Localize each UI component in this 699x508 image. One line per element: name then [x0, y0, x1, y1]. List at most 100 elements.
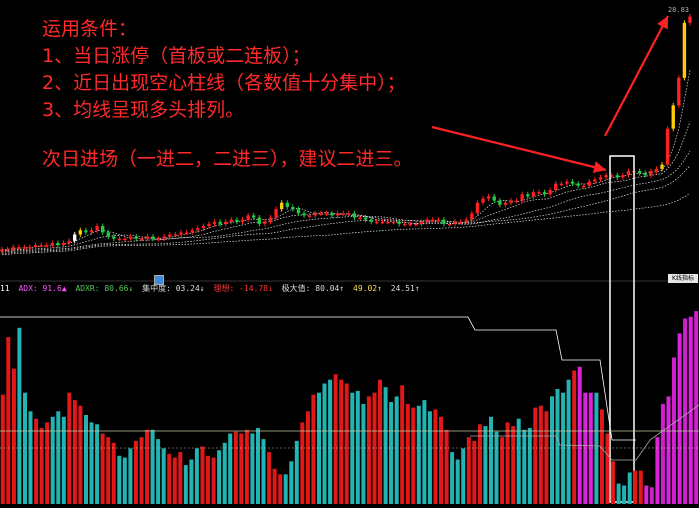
- indicator-bar: [599, 409, 604, 504]
- indicator-bar: [583, 392, 588, 504]
- candle-body: [626, 170, 631, 176]
- candle-body: [391, 221, 396, 224]
- indicator-bar: [555, 389, 560, 504]
- indicator-bar: [128, 448, 133, 504]
- candle-body: [665, 128, 670, 165]
- candle-body: [649, 170, 653, 176]
- indicator-bar: [505, 422, 510, 504]
- arrow-to-box-head: [592, 161, 606, 173]
- indicator-bar: [28, 411, 33, 504]
- indicator-bar: [294, 440, 299, 504]
- candle-body: [486, 196, 491, 199]
- indicator-readout-ideal: 理想: -14.78↓: [213, 284, 273, 293]
- ma-line-20: [2, 151, 691, 253]
- top-price-label: 28.83: [667, 6, 689, 14]
- indicator-bar: [566, 379, 571, 504]
- candle-body: [559, 183, 564, 186]
- candle-body: [78, 230, 82, 235]
- candle-body: [520, 194, 524, 201]
- indicator-bar: [256, 428, 260, 504]
- indicator-bar: [300, 422, 305, 504]
- ma-line-10: [2, 121, 691, 251]
- ma-line-60: [2, 193, 691, 255]
- candle-body: [28, 247, 32, 249]
- candle-body: [324, 213, 329, 215]
- candle-body: [84, 230, 88, 233]
- candle-body: [453, 221, 457, 224]
- candle-body: [587, 181, 591, 186]
- candle-body: [610, 175, 614, 177]
- indicator-bar: [194, 448, 199, 504]
- indicator-bar: [45, 422, 50, 504]
- candle-body: [582, 185, 586, 188]
- indicator-bar: [588, 392, 593, 504]
- candle-body: [380, 221, 385, 224]
- indicator-bar: [350, 392, 355, 504]
- indicator-bar: [383, 387, 388, 504]
- indicator-bar: [23, 392, 27, 504]
- indicator-bar: [150, 429, 155, 504]
- candle-body: [419, 221, 424, 224]
- indicator-bar: [317, 392, 321, 504]
- indicator-bar: [228, 433, 233, 504]
- indicator-bar: [378, 379, 382, 504]
- candle-body: [363, 217, 368, 220]
- indicator-bar: [200, 446, 205, 504]
- candle-body: [542, 192, 547, 195]
- candle-body: [677, 77, 681, 106]
- indicator-bar: [483, 426, 488, 504]
- candle-body: [313, 213, 317, 216]
- indicator-bar: [50, 416, 55, 504]
- candle-body: [112, 236, 116, 239]
- indicator-bar: [133, 440, 138, 504]
- candle-body: [302, 213, 306, 216]
- indicator-bar: [489, 416, 493, 504]
- candle-body: [425, 219, 429, 222]
- candle-body: [554, 183, 558, 191]
- indicator-bar: [372, 392, 377, 504]
- indicator-bar: [422, 400, 427, 504]
- window-marker-icon[interactable]: [154, 275, 164, 285]
- indicator-bar: [461, 448, 466, 504]
- indicator-bar: [477, 424, 482, 504]
- indicator-bar: [472, 440, 477, 504]
- candle-body: [17, 247, 21, 249]
- candle-body: [386, 221, 390, 224]
- indicator-bar: [189, 459, 194, 504]
- indicator-bar: [466, 437, 471, 504]
- indicator-bar: [84, 415, 88, 504]
- candle-body: [156, 238, 161, 241]
- indicator-bar: [538, 405, 543, 504]
- indicator-readout-adxr: ADXR: 80.66↓: [75, 284, 134, 293]
- indicator-bar: [261, 439, 266, 504]
- candle-body: [335, 213, 340, 216]
- candle-body: [229, 219, 234, 222]
- indicator-bar: [450, 452, 455, 504]
- indicator-bar: [267, 452, 272, 504]
- candle-body: [117, 238, 122, 241]
- candle-body: [173, 234, 178, 236]
- indicator-bar: [344, 383, 349, 504]
- indicator-bar: [122, 457, 127, 504]
- indicator-bar: [328, 379, 333, 504]
- indicator-bar: [100, 433, 105, 504]
- candle-body: [576, 183, 580, 186]
- indicator-bar: [572, 370, 577, 504]
- indicator-bar: [211, 457, 216, 504]
- indicator-bar: [361, 403, 366, 504]
- indicator-bar: [616, 483, 621, 504]
- candle-body: [33, 245, 38, 248]
- candle-body: [291, 206, 295, 210]
- candle-body: [688, 16, 692, 23]
- candle-body: [352, 213, 357, 218]
- indicator-bar: [283, 474, 288, 504]
- candle-body: [89, 230, 94, 233]
- candle-body: [73, 234, 77, 241]
- candle-body: [274, 209, 278, 218]
- indicator-bar: [95, 424, 100, 504]
- k-line-indicator-tag[interactable]: K线指标: [668, 274, 698, 283]
- indicator-bar: [500, 437, 505, 504]
- candle-body: [207, 223, 211, 227]
